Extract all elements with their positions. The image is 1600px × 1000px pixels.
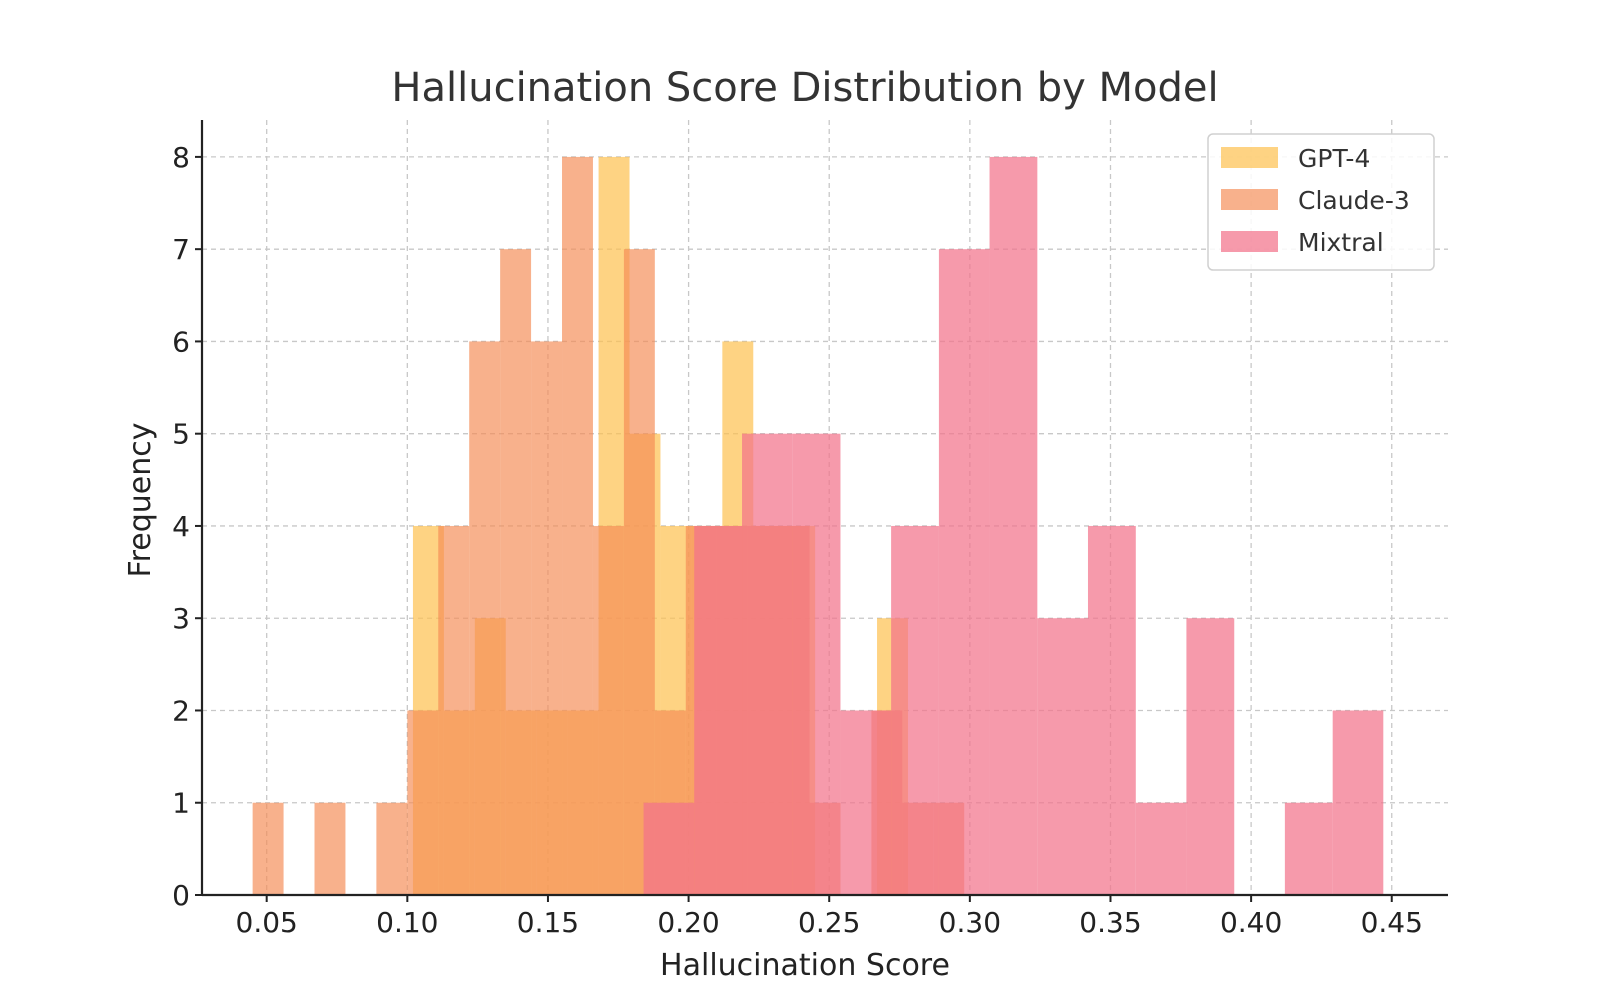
y-tick-label: 7 [172, 233, 190, 266]
claude-3-bar [438, 525, 470, 895]
axes: 0.05 0.10 0.15 0.20 0.25 0.30 0.35 0.40 0.45 0 1 2 3… [172, 120, 1448, 939]
claude-3-bar [562, 156, 593, 895]
mixtral-bar [1284, 802, 1333, 895]
x-tick-label: 0.10 [376, 906, 438, 939]
x-axis-label: Hallucination Score [660, 948, 950, 983]
claude-3-bar [592, 525, 624, 895]
legend-swatch-mixtral [1221, 231, 1278, 252]
y-tick-label: 4 [172, 510, 190, 543]
legend-label-mixtral: Mixtral [1298, 228, 1384, 257]
y-tick-label: 8 [172, 141, 190, 174]
x-tick-label: 0.15 [517, 906, 579, 939]
x-tick-label: 0.30 [939, 906, 1001, 939]
legend-label-gpt-4: GPT-4 [1298, 144, 1370, 173]
claude-3-bar [469, 341, 501, 895]
mixtral-bar [1135, 802, 1187, 895]
y-tick-label: 0 [172, 879, 190, 912]
claude-3-bar [314, 802, 346, 895]
claude-3-bar [252, 802, 284, 895]
claude-3-bar [623, 249, 655, 895]
series-mixtral [643, 156, 1384, 895]
legend-swatch-gpt-4 [1221, 147, 1278, 168]
mixtral-bar [989, 156, 1038, 895]
y-axis-label: Frequency [123, 423, 158, 578]
mixtral-bar [891, 525, 939, 895]
claude-3-bar [407, 710, 439, 895]
mixtral-bar [938, 249, 990, 895]
y-tick-label: 1 [172, 787, 190, 820]
mixtral-bar [742, 433, 793, 895]
claude-3-bar [376, 802, 408, 895]
chart-title: Hallucination Score Distribution by Mode… [391, 65, 1218, 111]
x-tick-label: 0.40 [1220, 906, 1282, 939]
mixtral-bar [1186, 618, 1235, 895]
x-tick-label: 0.35 [1079, 906, 1141, 939]
y-tick-label: 2 [172, 694, 190, 727]
mixtral-bar [643, 802, 695, 895]
claude-3-bar [531, 341, 563, 895]
mixtral-bar [840, 710, 892, 895]
legend: GPT-4 Claude-3 Mixtral [1207, 133, 1435, 271]
plot-area [252, 156, 1384, 895]
mixtral-bar [694, 525, 743, 895]
legend-label-claude-3: Claude-3 [1298, 186, 1410, 215]
x-tick-label: 0.25 [798, 906, 860, 939]
y-tick-label: 6 [172, 325, 190, 358]
legend-swatch-claude-3 [1221, 189, 1278, 210]
x-tick-label: 0.45 [1361, 906, 1423, 939]
x-tick-label: 0.20 [657, 906, 719, 939]
mixtral-bar [1087, 525, 1136, 895]
x-tick-label: 0.05 [236, 906, 298, 939]
claude-3-bar [500, 249, 532, 895]
mixtral-bar [792, 433, 841, 895]
mixtral-bar [1037, 618, 1088, 895]
y-tick-label: 5 [172, 418, 190, 451]
mixtral-bar [1332, 710, 1384, 895]
y-tick-label: 3 [172, 602, 190, 635]
